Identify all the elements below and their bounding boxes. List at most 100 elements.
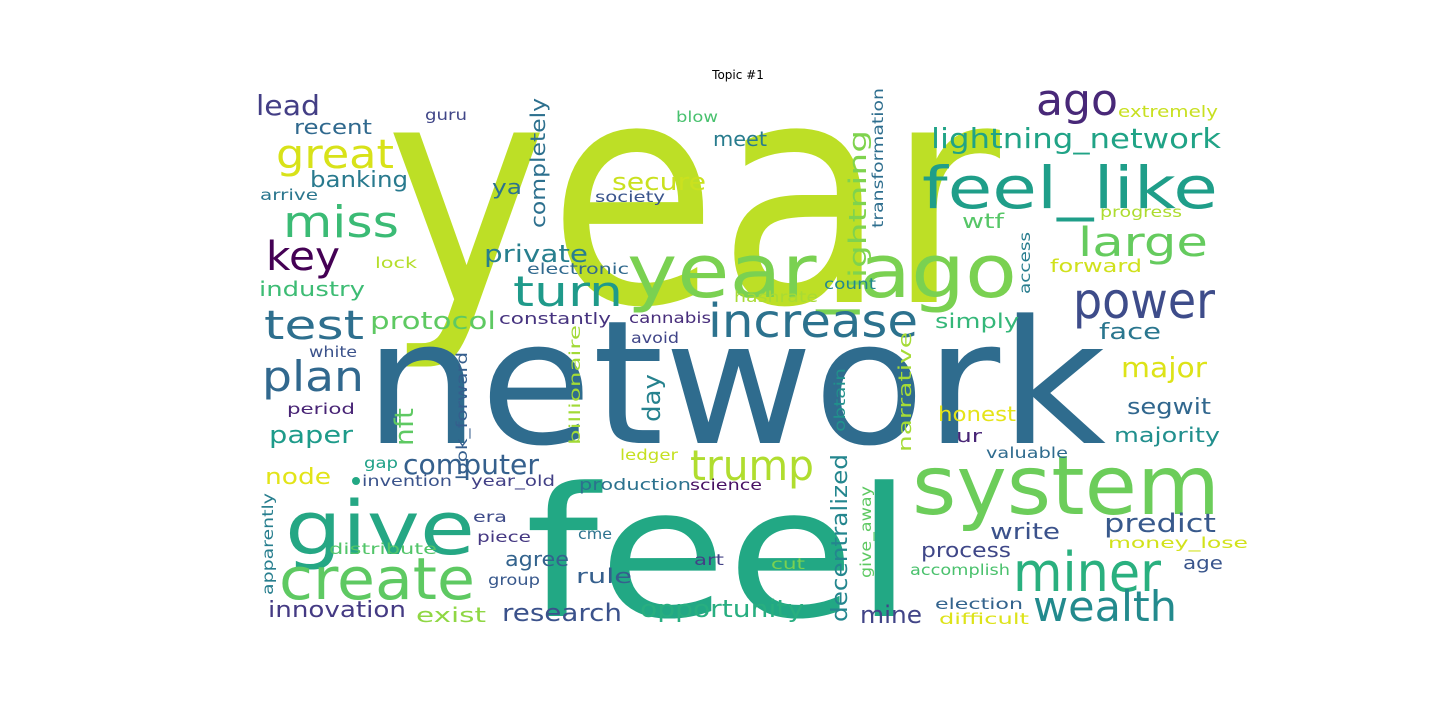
- word-secure: secure: [612, 168, 706, 196]
- word-major: major: [1121, 351, 1208, 384]
- word-accomplish: accomplish: [910, 561, 1010, 579]
- word-test: test: [264, 303, 364, 349]
- word-transformation: transformation: [869, 88, 887, 228]
- word-completely: completely: [526, 98, 550, 228]
- word-exist: exist: [416, 603, 486, 627]
- word-era: era: [473, 508, 507, 526]
- word-forward: forward: [1050, 256, 1142, 277]
- word-white: white: [309, 343, 357, 361]
- word-constantly: constantly: [499, 309, 611, 328]
- word-predict: predict: [1104, 509, 1216, 539]
- word-access: access: [1016, 232, 1034, 294]
- word-create: create: [279, 545, 475, 613]
- word-banking: banking: [310, 168, 408, 193]
- word-give-away: give_away: [857, 486, 876, 578]
- word-paper: paper: [269, 421, 353, 449]
- word-write: write: [990, 520, 1060, 545]
- word-simply: simply: [935, 309, 1019, 333]
- word-ur: ur: [956, 426, 983, 447]
- word-innovation: innovation: [268, 598, 406, 623]
- word-ledger: ledger: [620, 446, 679, 464]
- word-ya: ya: [492, 175, 522, 199]
- word-trump: trump: [690, 441, 814, 490]
- word-apparently: apparently: [259, 493, 277, 595]
- word-blow: blow: [676, 108, 718, 126]
- word-wealth: wealth: [1033, 582, 1177, 631]
- word-feel: feel: [525, 450, 913, 659]
- word-distribute: distribute: [329, 540, 437, 558]
- chart-title: Topic #1: [712, 68, 764, 82]
- word-majority: majority: [1114, 423, 1220, 447]
- word-turn: turn: [513, 267, 623, 316]
- word-rule: rule: [576, 564, 632, 588]
- word-network: network: [364, 283, 1106, 484]
- word-billionaire: billionaire: [566, 325, 584, 445]
- word-group: group: [488, 571, 540, 589]
- word-piece: piece: [477, 528, 531, 546]
- word-period: period: [287, 400, 355, 418]
- word-age: age: [1183, 553, 1223, 574]
- word-cme: cme: [578, 525, 612, 543]
- word-private: private: [484, 240, 588, 268]
- word-node: node: [265, 465, 331, 490]
- word-power: power: [1073, 272, 1215, 330]
- word-process: process: [921, 538, 1011, 562]
- word-avoid: avoid: [631, 329, 679, 347]
- word-society: society: [595, 188, 665, 206]
- word-face: face: [1099, 320, 1161, 345]
- word-lightning: lightning: [844, 130, 872, 288]
- word-system: system: [912, 439, 1220, 534]
- word-year-old: year_old: [471, 472, 555, 491]
- word-count: count: [824, 275, 876, 293]
- word-election: election: [935, 595, 1023, 613]
- word-lightning-network: lightning_network: [931, 122, 1222, 155]
- word-meet: meet: [713, 127, 767, 151]
- word-plan: plan: [262, 352, 364, 401]
- word-valuable: valuable: [986, 444, 1068, 462]
- word-research: research: [502, 599, 622, 627]
- word-electronic: electronic: [527, 260, 629, 278]
- word-lock: lock: [375, 254, 417, 272]
- word-look-forward: look_forward: [453, 352, 472, 480]
- word-art: art: [694, 551, 724, 569]
- word-money-lose: money_lose: [1108, 534, 1248, 553]
- word-gap: gap: [364, 454, 398, 472]
- word-lead: lead: [256, 89, 320, 122]
- word-narrative: narrative: [895, 332, 916, 452]
- word-honest: honest: [938, 402, 1016, 426]
- marker-dot: [352, 477, 360, 485]
- word-increase: increase: [708, 294, 918, 348]
- word-segwit: segwit: [1127, 395, 1211, 420]
- word-give: give: [285, 486, 475, 572]
- word-hashrate: hashrate: [734, 288, 818, 306]
- word-day: day: [638, 374, 666, 422]
- word-agree: agree: [505, 547, 569, 571]
- word-cut: cut: [771, 555, 805, 573]
- word-wtf: wtf: [962, 209, 1005, 233]
- word-obtain: obtain: [831, 368, 849, 432]
- word-computer: computer: [403, 448, 539, 481]
- word-science: science: [690, 476, 762, 494]
- word-mine: mine: [860, 601, 922, 629]
- word-arrive: arrive: [260, 186, 318, 204]
- word-guru: guru: [425, 106, 467, 124]
- word-miss: miss: [283, 197, 399, 248]
- word-industry: industry: [259, 277, 365, 301]
- word-year: year: [385, 15, 1003, 376]
- word-great: great: [276, 132, 394, 178]
- word-cannabis: cannabis: [629, 309, 711, 327]
- word-recent: recent: [294, 115, 372, 139]
- word-nft: nft: [390, 408, 420, 446]
- word-extremely: extremely: [1118, 102, 1218, 121]
- word-opportunity: opportunity: [640, 595, 804, 623]
- word-invention: invention: [362, 472, 452, 490]
- word-difficult: difficult: [939, 610, 1029, 628]
- word-decentralized: decentralized: [828, 454, 853, 622]
- word-feel-like: feel_like: [922, 154, 1218, 222]
- word-ago: ago: [1036, 75, 1118, 126]
- word-production: production: [579, 475, 691, 494]
- word-key: key: [266, 234, 340, 280]
- word-protocol: protocol: [370, 307, 496, 335]
- word-miner: miner: [1013, 541, 1162, 604]
